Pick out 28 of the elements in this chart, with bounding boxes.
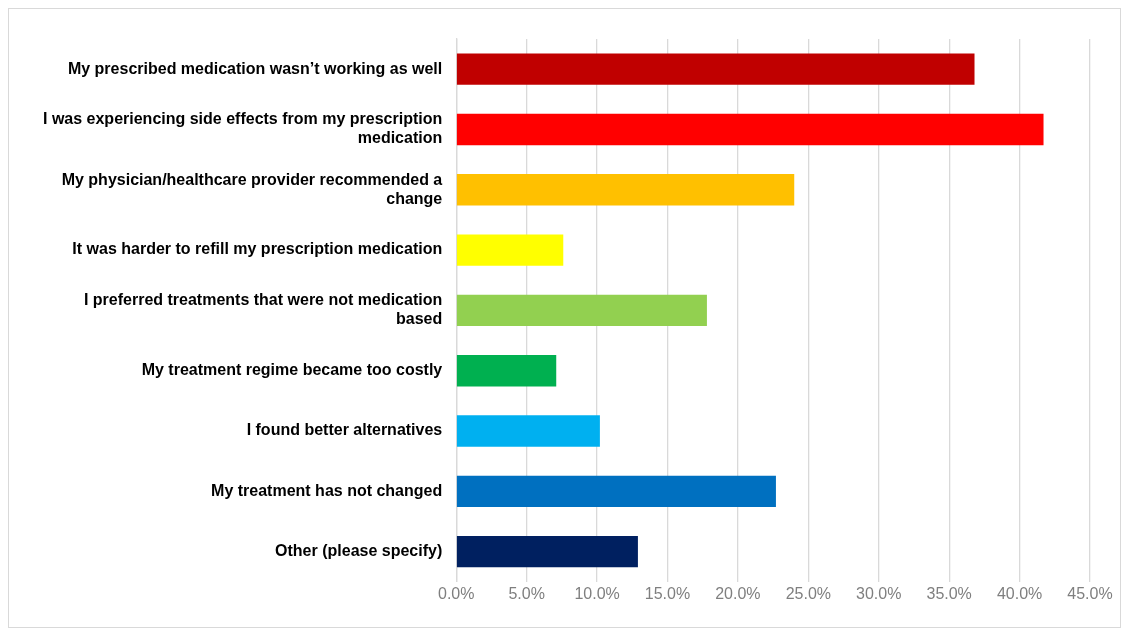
bar bbox=[456, 535, 638, 568]
x-tick-label: 35.0% bbox=[926, 584, 972, 602]
bar bbox=[456, 415, 600, 447]
y-tick-label: My prescribed medication wasn’t working as well bbox=[67, 59, 443, 77]
bar bbox=[456, 234, 564, 266]
x-tick-label: 20.0% bbox=[715, 584, 761, 602]
x-tick-label: 10.0% bbox=[574, 584, 620, 602]
bar bbox=[456, 53, 975, 85]
y-tick-label: I was experiencing side effects from my prescription medication bbox=[42, 110, 443, 147]
bar bbox=[456, 294, 707, 327]
x-tick-label: 40.0% bbox=[996, 584, 1043, 602]
bar bbox=[456, 174, 795, 206]
y-tick-label: Other (please specify) bbox=[275, 542, 443, 560]
x-tick-label: 25.0% bbox=[785, 584, 832, 602]
y-tick-label: My treatment has not changed bbox=[211, 481, 443, 499]
bar bbox=[456, 113, 1044, 146]
x-tick-label: 45.0% bbox=[1067, 584, 1113, 602]
x-tick-label: 5.0% bbox=[508, 584, 545, 602]
y-tick-label: It was harder to refill my prescription medication bbox=[72, 240, 443, 258]
bar bbox=[456, 475, 776, 508]
bar bbox=[456, 355, 557, 387]
y-tick-label: I preferred treatments that were not medication based bbox=[83, 291, 443, 328]
x-tick-label: 0.0% bbox=[438, 584, 475, 602]
x-tick-label: 15.0% bbox=[644, 584, 691, 602]
y-tick-label: My treatment regime became too costly bbox=[141, 361, 443, 379]
x-tick-label: 30.0% bbox=[856, 584, 902, 602]
y-tick-label: I found better alternatives bbox=[246, 421, 443, 439]
y-tick-label: My physician/healthcare provider recommended a change bbox=[61, 170, 443, 207]
